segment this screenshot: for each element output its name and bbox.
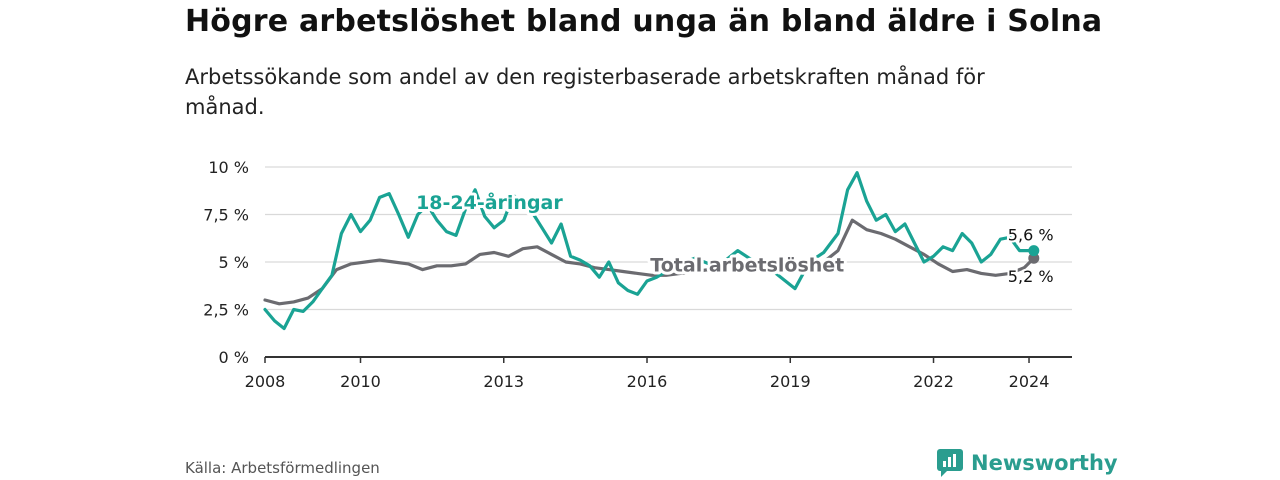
end-value-label-youth: 5,6 % xyxy=(1008,226,1054,245)
x-tick-label: 2019 xyxy=(770,372,811,391)
axes: 0 % 2,5 % 5 % 7,5 % 10 % 2008 2010 2013 2016 2019… xyxy=(203,158,1072,391)
gridlines xyxy=(265,166,1072,311)
x-tick-label: 2016 xyxy=(627,372,668,391)
x-tick-label: 2010 xyxy=(340,372,381,391)
y-tick-label: 0 % xyxy=(219,348,249,367)
y-tick-label: 10 % xyxy=(208,158,249,177)
source-note: Källa: Arbetsförmedlingen xyxy=(185,459,380,477)
series-label-total: Total arbetslöshet xyxy=(650,255,844,277)
end-marker-total xyxy=(1028,252,1040,264)
series-label-youth: 18-24-åringar xyxy=(416,190,563,214)
end-value-label-total: 5,2 % xyxy=(1008,267,1054,286)
brand-logo[interactable]: Newsworthy xyxy=(937,449,1118,477)
x-tick-label: 2013 xyxy=(483,372,524,391)
brand-name: Newsworthy xyxy=(971,451,1118,475)
x-tick-label: 2024 xyxy=(1009,372,1050,391)
newsworthy-logo-icon xyxy=(937,449,963,477)
chart-subtitle: Arbetssökande som andel av den registerb… xyxy=(185,65,985,119)
y-tick-label: 2,5 % xyxy=(203,301,249,320)
series-lines xyxy=(263,171,1040,331)
x-tick-label: 2008 xyxy=(245,372,286,391)
line-chart: 0 % 2,5 % 5 % 7,5 % 10 % 2008 2010 2013 2016 2019… xyxy=(203,158,1072,391)
x-tick-label: 2022 xyxy=(913,372,954,391)
y-tick-label: 5 % xyxy=(219,253,249,272)
y-tick-label: 7,5 % xyxy=(203,206,249,225)
series-labels: 18-24-åringar Total arbetslöshet 5,2 % 5,6 … xyxy=(413,187,1055,288)
end-marker-youth xyxy=(1028,245,1040,257)
chart-title: Högre arbetslöshet bland unga än bland ä… xyxy=(185,4,1103,39)
series-line-youth xyxy=(263,171,1036,331)
